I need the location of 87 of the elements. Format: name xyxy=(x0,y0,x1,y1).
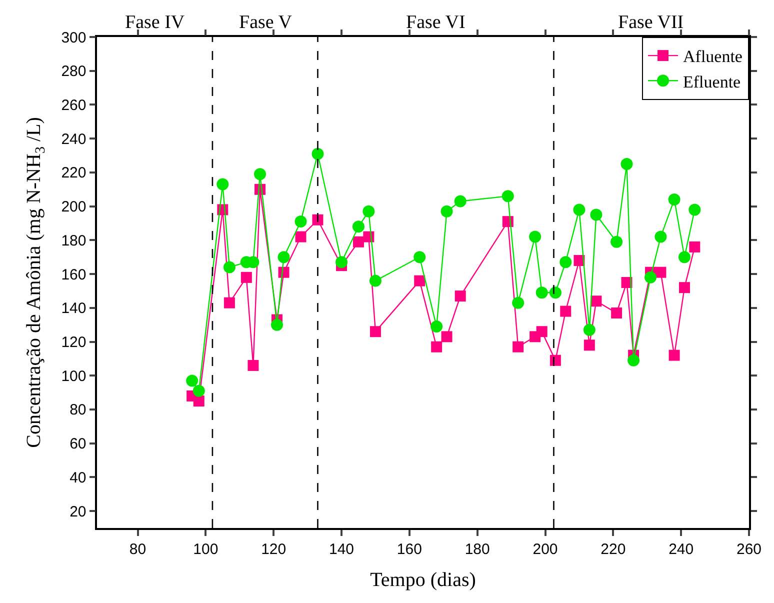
x-tick-label: 200 xyxy=(532,540,558,558)
point xyxy=(224,297,235,308)
point xyxy=(502,190,514,202)
text: Fase IV xyxy=(125,12,185,33)
point xyxy=(689,241,700,252)
x-tick-label: 80 xyxy=(129,540,146,558)
point xyxy=(186,374,198,387)
point xyxy=(270,318,283,331)
y-tick-label: 100 xyxy=(61,368,86,385)
point xyxy=(584,340,595,351)
x-tick-label: 260 xyxy=(736,540,762,558)
y-tick-label: 80 xyxy=(70,402,86,419)
point xyxy=(610,236,623,248)
point xyxy=(336,256,348,268)
point xyxy=(583,324,596,336)
point xyxy=(312,148,324,160)
point xyxy=(362,205,375,218)
point xyxy=(654,230,667,243)
y-tick-label: 300 xyxy=(61,29,86,46)
x-tick-label: 100 xyxy=(193,540,218,558)
text: Fase V xyxy=(239,12,292,33)
y-tick-label: 160 xyxy=(61,266,86,284)
point xyxy=(529,230,542,243)
point xyxy=(668,350,680,361)
point xyxy=(678,251,690,264)
point xyxy=(560,256,572,268)
x-tick-label: 180 xyxy=(464,540,490,558)
point xyxy=(440,205,453,218)
point xyxy=(295,231,306,242)
y-tick-label: 40 xyxy=(70,469,86,486)
point xyxy=(312,214,324,226)
y-tick-label: 220 xyxy=(61,164,86,182)
point xyxy=(678,282,690,294)
point xyxy=(352,236,364,248)
point xyxy=(369,274,382,287)
point xyxy=(573,204,586,216)
point xyxy=(193,396,204,407)
text: Fase VI xyxy=(406,12,466,33)
y-tick-label: 60 xyxy=(70,436,86,453)
point xyxy=(549,286,562,299)
point xyxy=(454,195,466,208)
y-tick-label: 20 xyxy=(70,503,86,520)
point xyxy=(278,251,290,264)
x-tick-label: 240 xyxy=(668,540,694,558)
y-tick-label: 260 xyxy=(61,96,86,114)
point xyxy=(216,178,229,190)
y-tick-label: 140 xyxy=(61,300,86,318)
x-tick-label: 220 xyxy=(600,540,626,558)
point xyxy=(536,286,548,299)
y-tick-label: 280 xyxy=(61,63,86,80)
x-tick-label: 160 xyxy=(396,540,422,558)
point xyxy=(611,307,622,318)
y-tick-label: 180 xyxy=(61,232,86,250)
point xyxy=(240,272,252,283)
x-tick-label: 120 xyxy=(261,540,286,558)
x-tick-label: 140 xyxy=(328,540,354,558)
point xyxy=(223,261,236,274)
point xyxy=(254,168,266,180)
text: Fase VII xyxy=(618,12,684,33)
point xyxy=(668,194,680,206)
point xyxy=(655,266,666,278)
point xyxy=(644,271,657,284)
point xyxy=(414,251,426,264)
point xyxy=(352,220,364,233)
y-tick-label: 200 xyxy=(61,198,86,216)
point xyxy=(454,290,466,302)
point xyxy=(512,341,524,352)
point xyxy=(560,306,572,317)
point xyxy=(441,331,452,342)
point xyxy=(294,216,307,228)
x-axis-title: Tempo (dias) xyxy=(370,568,476,591)
point xyxy=(414,275,426,286)
point xyxy=(536,326,548,338)
y-tick-label: 240 xyxy=(61,130,86,148)
y-tick-label: 120 xyxy=(61,334,86,352)
legend-label: Afluente xyxy=(683,47,742,66)
point xyxy=(688,204,701,216)
point xyxy=(370,326,381,338)
point xyxy=(620,158,633,170)
legend-label: Efluente xyxy=(683,72,741,92)
point xyxy=(192,384,205,397)
point xyxy=(628,354,640,366)
point xyxy=(590,208,602,221)
point xyxy=(512,296,524,309)
point xyxy=(248,360,259,371)
point xyxy=(430,320,443,333)
point xyxy=(431,341,442,352)
